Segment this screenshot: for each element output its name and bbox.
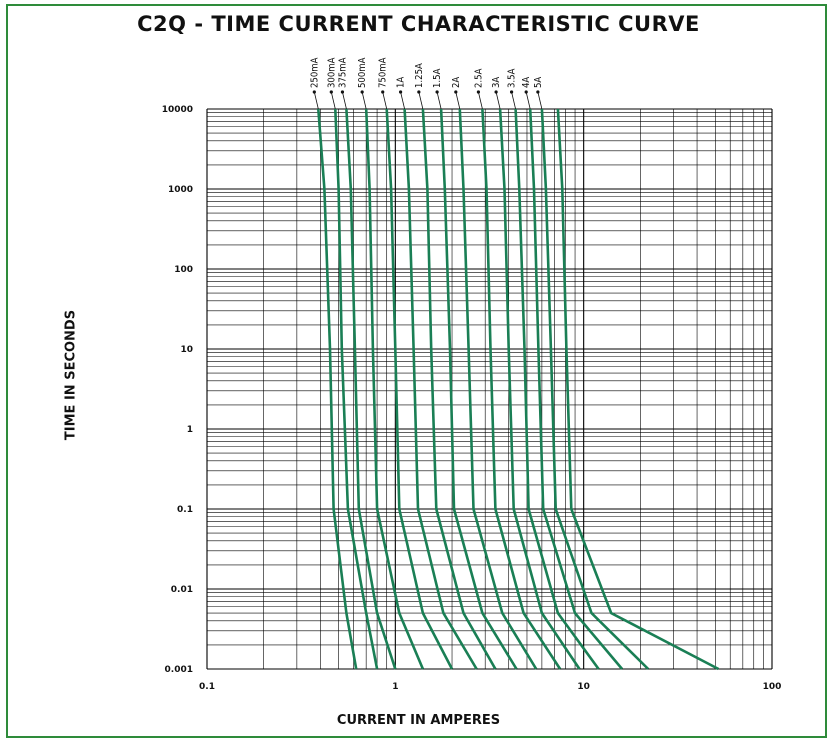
rating-leader bbox=[342, 91, 347, 110]
y-tick-label: 1 bbox=[187, 425, 193, 435]
curve-unlabeled bbox=[556, 108, 720, 671]
rating-dot bbox=[509, 90, 514, 94]
rating-label-375mA: 375mA bbox=[337, 57, 348, 88]
rating-label-2.5A: 2.5A bbox=[473, 68, 484, 88]
rating-leader bbox=[455, 91, 461, 110]
rating-dot bbox=[435, 90, 439, 94]
rating-leader bbox=[382, 91, 388, 110]
x-axis-label: CURRENT IN AMPERES bbox=[336, 713, 501, 728]
rating-dot bbox=[381, 90, 385, 94]
x-tick-label: 1 bbox=[392, 682, 398, 692]
rating-leader bbox=[313, 91, 319, 110]
rating-leader bbox=[511, 91, 516, 110]
rating-leader bbox=[537, 91, 543, 110]
curve-5A bbox=[540, 108, 650, 670]
y-tick-label: 1000 bbox=[168, 185, 193, 195]
rating-dot bbox=[476, 90, 481, 94]
y-tick-label: 0.01 bbox=[171, 585, 193, 595]
rating-label-1.5A: 1.5A bbox=[432, 68, 443, 88]
rating-dot bbox=[454, 90, 458, 94]
curve-2.5A bbox=[481, 108, 562, 670]
rating-label-3A: 3A bbox=[491, 77, 502, 88]
rating-label-3.5A: 3.5A bbox=[507, 68, 518, 88]
rating-leader bbox=[330, 91, 336, 110]
rating-dot bbox=[524, 90, 528, 94]
rating-dot bbox=[417, 90, 421, 94]
rating-dot bbox=[399, 90, 403, 94]
y-tick-label: 10 bbox=[180, 345, 193, 355]
curve-4A bbox=[528, 108, 624, 670]
rating-leader bbox=[495, 91, 501, 110]
rating-dot bbox=[494, 90, 498, 94]
y-tick-label: 100 bbox=[174, 265, 193, 275]
rating-label-250mA: 250mA bbox=[309, 57, 320, 88]
curve-500mA bbox=[364, 108, 425, 670]
chart-frame bbox=[6, 4, 827, 738]
rating-label-2A: 2A bbox=[451, 77, 462, 88]
curve-1.5A bbox=[439, 108, 518, 670]
rating-leader bbox=[418, 91, 424, 110]
curve-3.5A bbox=[514, 108, 600, 670]
rating-label-1A: 1A bbox=[396, 77, 407, 88]
rating-label-5A: 5A bbox=[533, 77, 544, 88]
rating-dot bbox=[536, 90, 540, 94]
rating-leader bbox=[361, 91, 367, 110]
curve-1A bbox=[403, 108, 478, 670]
curve-2A bbox=[458, 108, 538, 670]
x-tick-label: 0.1 bbox=[199, 682, 215, 692]
rating-label-750mA: 750mA bbox=[378, 57, 389, 88]
curve-250mA bbox=[317, 108, 358, 670]
rating-leader bbox=[478, 91, 483, 110]
chart-title: C2Q - TIME CURRENT CHARACTERISTIC CURVE bbox=[137, 12, 700, 36]
rating-dot bbox=[312, 90, 316, 94]
rating-leader bbox=[525, 91, 531, 110]
rating-label-500mA: 500mA bbox=[357, 57, 368, 88]
curve-3A bbox=[498, 108, 581, 670]
rating-label-300mA: 300mA bbox=[326, 57, 337, 88]
x-tick-label: 10 bbox=[577, 682, 590, 692]
rating-leader bbox=[400, 91, 405, 110]
curve-1.25A bbox=[421, 108, 497, 670]
curve-375mA bbox=[345, 108, 397, 670]
rating-dot bbox=[340, 90, 345, 94]
rating-label-4A: 4A bbox=[521, 77, 532, 88]
y-tick-label: 0.001 bbox=[165, 665, 193, 675]
rating-dot bbox=[329, 90, 333, 94]
curve-750mA bbox=[385, 108, 454, 670]
y-tick-label: 0.1 bbox=[177, 505, 193, 515]
rating-label-1.25A: 1.25A bbox=[414, 63, 425, 88]
rating-leader bbox=[436, 91, 442, 110]
rating-dot bbox=[360, 90, 364, 94]
x-tick-label: 100 bbox=[763, 682, 782, 692]
curve-300mA bbox=[334, 108, 379, 670]
y-tick-label: 10000 bbox=[162, 105, 193, 115]
